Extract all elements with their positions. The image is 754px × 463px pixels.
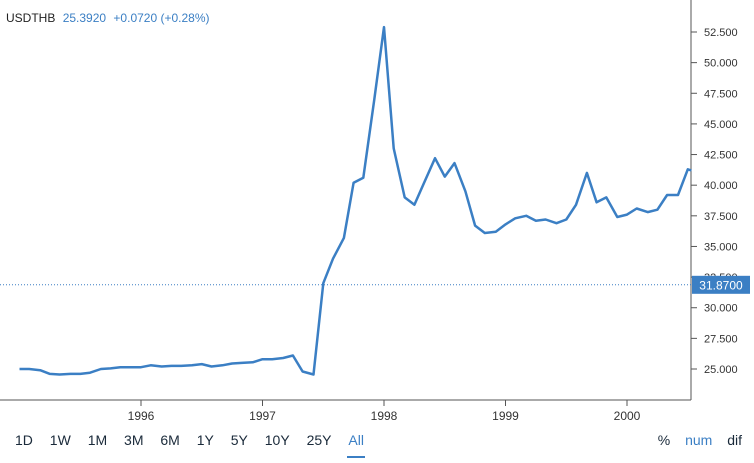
x-tick-label: 1996 [128, 409, 155, 423]
y-tick-label: 47.500 [704, 88, 738, 100]
x-tick-label: 1997 [249, 409, 276, 423]
range-button[interactable]: All [347, 432, 365, 458]
range-button[interactable]: 1W [49, 432, 71, 448]
reference-badge [692, 275, 750, 294]
y-tick-label: 27.500 [704, 333, 738, 345]
y-tick-label: 37.500 [704, 211, 738, 223]
x-tick-label: 1998 [371, 409, 398, 423]
y-tick-label: 52.500 [704, 27, 738, 39]
y-tick-label: 25.000 [704, 364, 738, 376]
y-tick-label: 35.000 [704, 241, 738, 253]
reference-line-group: 31.8700 [0, 275, 750, 294]
series-line [19, 25, 692, 376]
x-tick-label: 1999 [492, 409, 519, 423]
y-tick-label: 50.000 [704, 58, 738, 70]
series-group [19, 25, 692, 376]
range-button[interactable]: 1Y [196, 432, 214, 448]
range-button[interactable]: 25Y [306, 432, 332, 448]
range-selector: 1D 1W 1M 3M 6M 1Y 5Y 10Y 25Y All [14, 432, 376, 458]
range-button[interactable]: 3M [124, 432, 144, 448]
y-tick-label: 42.500 [704, 150, 738, 162]
x-axis: 1996 1997 1998 1999 2000 [0, 399, 691, 423]
reference-badge-label: 31.8700 [699, 278, 743, 292]
symbol-label: USDTHB [6, 11, 56, 25]
price-value: 25.3920 [62, 11, 107, 25]
range-button[interactable]: 5Y [230, 432, 248, 448]
change-value: +0.0720 (+0.28%) [113, 11, 210, 25]
y-tick-label: 45.000 [704, 119, 738, 131]
mode-button[interactable]: num [685, 432, 713, 448]
quote-header: USDTHB 25.3920 +0.0720 (+0.28%) [6, 11, 210, 25]
range-button[interactable]: 1M [87, 432, 108, 448]
y-tick-label: 30.000 [704, 303, 738, 315]
display-mode-selector: % num dif [647, 432, 742, 448]
range-button[interactable]: 1D [15, 432, 33, 448]
range-button[interactable]: 6M [160, 432, 180, 448]
y-axis: 25.00027.50030.00032.50035.00037.50040.0… [690, 0, 738, 400]
mode-button[interactable]: % [657, 432, 671, 448]
range-button[interactable]: 10Y [264, 432, 290, 448]
y-tick-label: 40.000 [704, 180, 738, 192]
x-tick-label: 2000 [614, 409, 641, 423]
mode-button[interactable]: dif [727, 432, 742, 448]
